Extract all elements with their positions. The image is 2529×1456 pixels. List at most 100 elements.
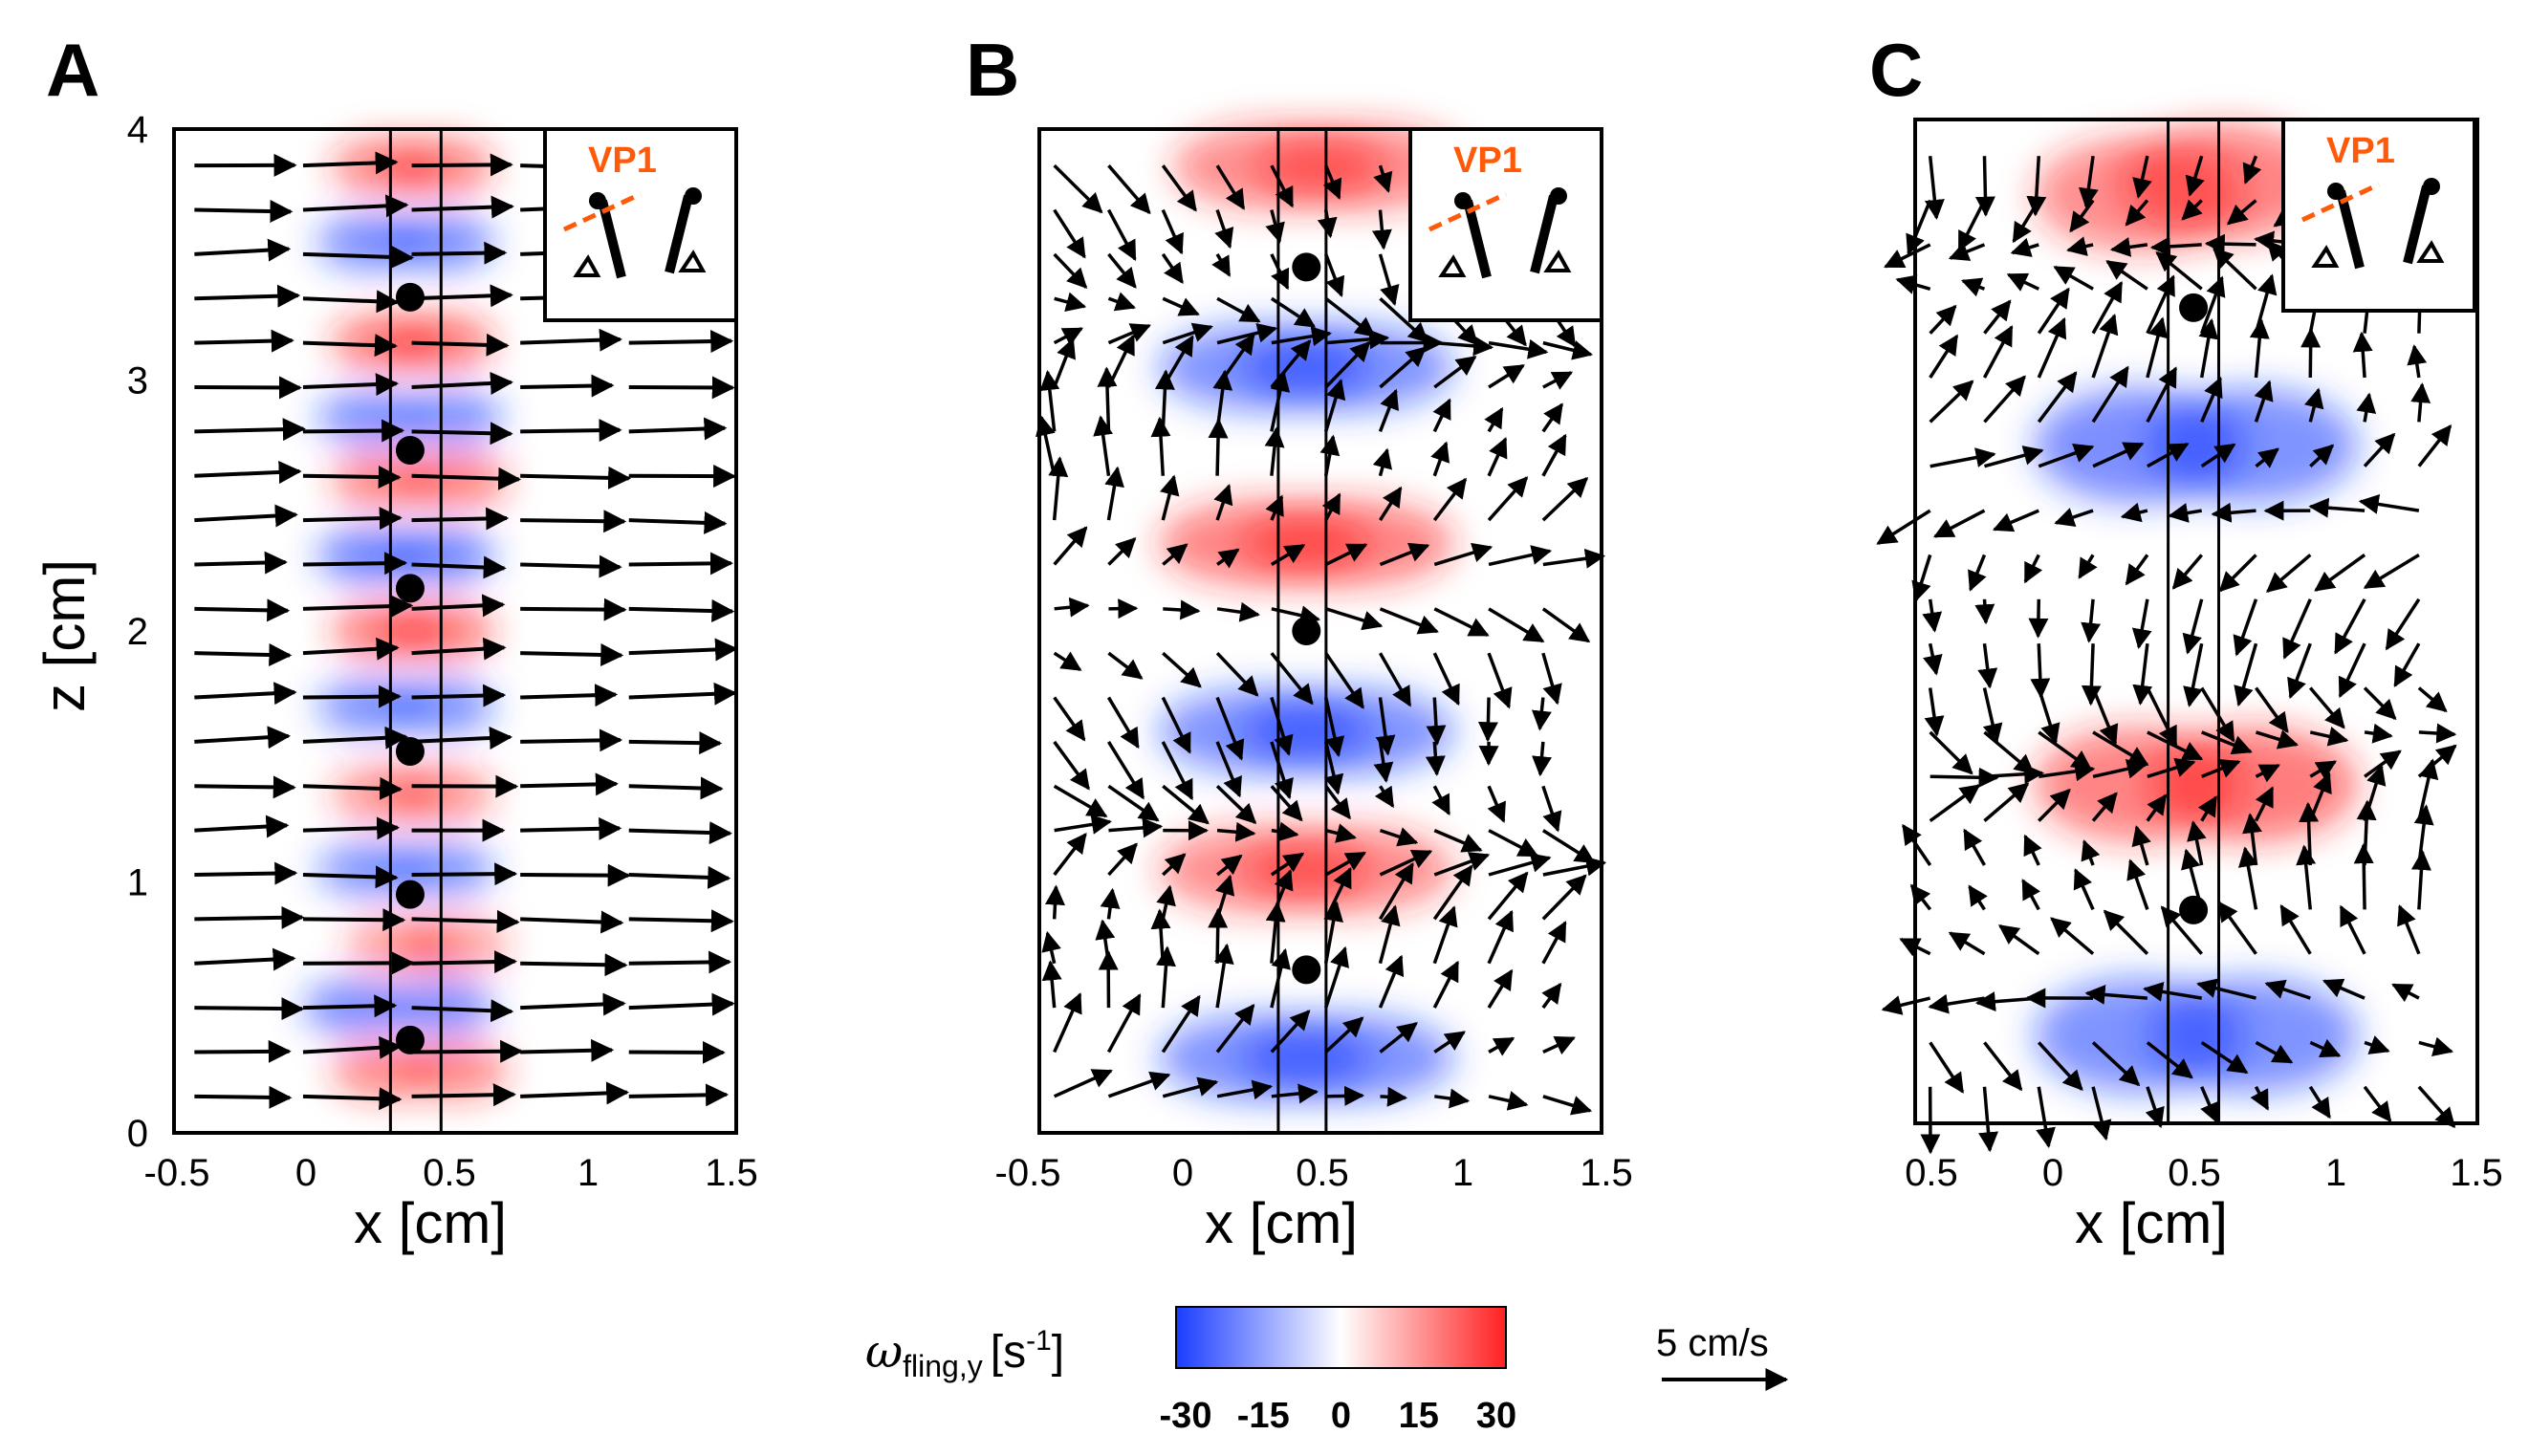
- velocity-vector: [302, 507, 403, 531]
- velocity-vector: [411, 1083, 516, 1107]
- velocity-vector: [302, 151, 399, 175]
- velocity-vector: [1053, 784, 1108, 818]
- velocity-vector: [2418, 1036, 2454, 1056]
- velocity-vector: [411, 684, 507, 707]
- velocity-vector: [1265, 494, 1284, 521]
- velocity-vector: [1488, 363, 1525, 389]
- inset-label: VP1: [588, 141, 657, 181]
- velocity-vector: [411, 862, 518, 886]
- x-axis-ticks-c: 0.5 0 0.5 1 1.5: [1905, 1152, 2503, 1194]
- vorticity-field-a: [304, 138, 508, 1099]
- inset-label: VP1: [2326, 131, 2395, 171]
- velocity-vector: [2073, 868, 2095, 911]
- velocity-vector: [2314, 554, 2366, 592]
- inset-b: VP1: [1408, 127, 1603, 322]
- velocity-vector: [628, 731, 723, 755]
- x-tick-label: 1.5: [705, 1152, 758, 1194]
- velocity-vector: [1161, 164, 1197, 212]
- velocity-vector: [1216, 821, 1256, 842]
- velocity-vector: [1983, 375, 2026, 424]
- x-tick-label: 1.5: [1580, 1152, 1633, 1194]
- velocity-vector: [2081, 839, 2101, 866]
- velocity-vector: [2255, 1040, 2294, 1064]
- velocity-vector: [2217, 901, 2257, 955]
- velocity-vector: [2265, 554, 2312, 593]
- velocity-vector: [1881, 995, 1931, 1015]
- velocity-vector: [2023, 834, 2042, 866]
- velocity-vector: [2147, 730, 2204, 761]
- velocity-vector: [194, 329, 294, 353]
- hair-marker: [2179, 293, 2209, 322]
- velocity-vector: [1929, 380, 1974, 424]
- velocity-vector: [628, 909, 734, 933]
- velocity-vector: [520, 684, 619, 707]
- velocity-vector: [1161, 208, 1184, 255]
- velocity-vector: [302, 726, 408, 750]
- velocity-vector: [1542, 1036, 1576, 1055]
- velocity-vector: [2038, 788, 2071, 822]
- velocity-vector: [2078, 554, 2098, 579]
- velocity-vector: [520, 863, 631, 887]
- velocity-vector: [1542, 548, 1606, 569]
- velocity-vector: [2255, 686, 2289, 733]
- velocity-vector: [2010, 237, 2039, 257]
- velocity-vector: [1488, 853, 1552, 877]
- x-tick-label: -0.5: [995, 1152, 1061, 1194]
- hair-marker: [395, 282, 425, 312]
- velocity-vector: [1053, 1069, 1113, 1098]
- velocity-vector: [628, 950, 732, 974]
- x-axis-title-b: x [cm]: [1205, 1191, 1358, 1255]
- velocity-vector: [2309, 444, 2335, 468]
- velocity-vector: [1906, 199, 1932, 255]
- velocity-vector: [2037, 687, 2060, 745]
- velocity-vector: [1163, 599, 1201, 620]
- velocity-vector: [1948, 931, 1986, 956]
- velocity-vector: [2105, 260, 2148, 291]
- velocity-vector: [2146, 366, 2178, 424]
- wing-icon: [2416, 240, 2445, 263]
- velocity-vector: [2300, 327, 2322, 379]
- velocity-vector: [1097, 366, 1118, 432]
- velocity-vector: [2296, 844, 2317, 910]
- y-tick-label: 1: [127, 862, 148, 904]
- velocity-vector: [194, 199, 294, 223]
- velocity-vector: [2364, 723, 2393, 744]
- velocity-vector: [2050, 917, 2095, 956]
- velocity-vector: [1378, 652, 1412, 707]
- velocity-vector: [1433, 1031, 1466, 1054]
- velocity-vector: [1541, 785, 1562, 833]
- velocity-vector: [1434, 336, 1494, 357]
- velocity-vector: [1216, 601, 1260, 622]
- velocity-vector: [2181, 199, 2203, 221]
- velocity-vector: [1884, 243, 1931, 269]
- hair-marker: [395, 574, 425, 603]
- velocity-vector: [1982, 325, 2014, 379]
- x-tick-label: 0.5: [2168, 1152, 2221, 1194]
- velocity-vector: [1433, 355, 1477, 389]
- velocity-vector: [411, 1039, 524, 1063]
- wing-icon: [1543, 250, 1572, 272]
- velocity-vector: [2171, 554, 2204, 590]
- velocity-vector: [302, 685, 402, 708]
- velocity-vector: [1161, 741, 1194, 801]
- velocity-vector: [1161, 696, 1191, 754]
- velocity-vector: [1372, 447, 1393, 477]
- velocity-vector: [2196, 978, 2256, 1000]
- velocity-vector: [2204, 233, 2256, 254]
- velocity-vector: [2249, 317, 2270, 379]
- velocity-vector: [1106, 696, 1140, 750]
- velocity-vector: [520, 1038, 615, 1062]
- velocity-vector: [1984, 445, 2044, 468]
- x-tick-label: 0.5: [423, 1152, 476, 1194]
- velocity-vector: [1100, 887, 1121, 920]
- velocity-vector: [1270, 785, 1303, 822]
- velocity-vector: [1323, 901, 1343, 965]
- velocity-vector: [2146, 686, 2178, 748]
- velocity-vector: [1213, 943, 1234, 1009]
- velocity-vector: [1162, 322, 1213, 345]
- velocity-vector: [2363, 432, 2396, 467]
- velocity-vector: [2197, 795, 2218, 822]
- velocity-vector: [2109, 237, 2148, 257]
- velocity-vector: [2233, 598, 2258, 657]
